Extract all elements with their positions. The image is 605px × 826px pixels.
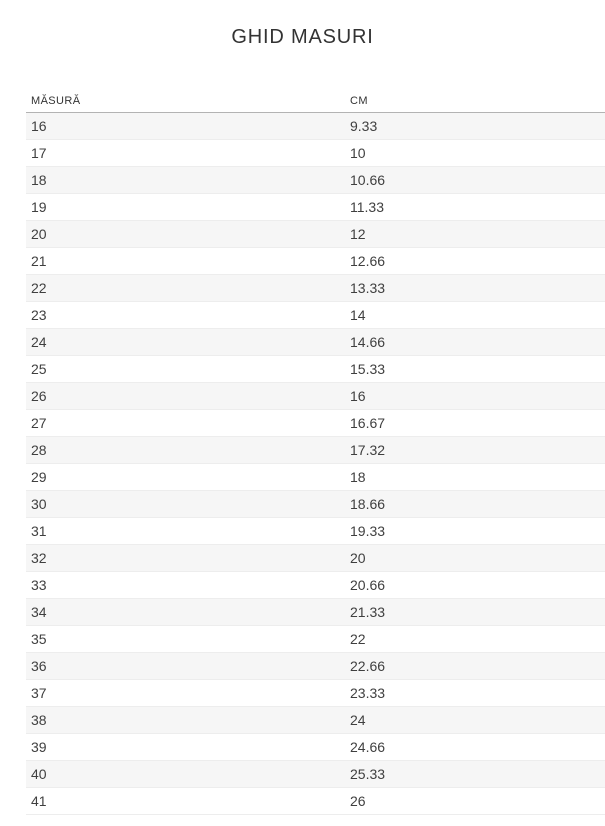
size-cell: 36	[26, 652, 345, 680]
size-guide-table: MĂSURĂ CM 16 9.33 17 10 18 10.66 19 11.3…	[26, 88, 605, 815]
page-title: GHID MASURI	[231, 26, 374, 48]
size-cell: 41	[26, 787, 345, 815]
size-cell: 20	[26, 220, 345, 248]
size-cell: 18	[26, 166, 345, 194]
size-cell: 34	[26, 598, 345, 626]
table-row: 29 18	[26, 463, 605, 491]
table-row: 39 24.66	[26, 733, 605, 761]
table-row: 17 10	[26, 139, 605, 167]
size-cell: 38	[26, 706, 345, 734]
cm-cell: 10.66	[345, 166, 605, 194]
cm-cell: 18	[345, 463, 605, 491]
cm-cell: 18.66	[345, 490, 605, 518]
cm-cell: 20	[345, 544, 605, 572]
cm-cell: 16.67	[345, 409, 605, 437]
size-cell: 29	[26, 463, 345, 491]
size-cell: 40	[26, 760, 345, 788]
table-row: 16 9.33	[26, 112, 605, 140]
cm-cell: 25.33	[345, 760, 605, 788]
cm-cell: 13.33	[345, 274, 605, 302]
size-guide-table-body: 16 9.33 17 10 18 10.66 19 11.33 20 12	[26, 112, 605, 815]
size-cell: 33	[26, 571, 345, 599]
size-cell: 24	[26, 328, 345, 356]
table-row: 24 14.66	[26, 328, 605, 356]
size-cell: 17	[26, 139, 345, 167]
table-row: 37 23.33	[26, 679, 605, 707]
cm-cell: 11.33	[345, 193, 605, 221]
table-row: 20 12	[26, 220, 605, 248]
table-row: 31 19.33	[26, 517, 605, 545]
cm-cell: 14.66	[345, 328, 605, 356]
size-cell: 22	[26, 274, 345, 302]
cm-cell: 24	[345, 706, 605, 734]
table-row: 23 14	[26, 301, 605, 329]
cm-cell: 22	[345, 625, 605, 653]
cm-cell: 23.33	[345, 679, 605, 707]
size-cell: 21	[26, 247, 345, 275]
cm-cell: 10	[345, 139, 605, 167]
table-row: 27 16.67	[26, 409, 605, 437]
table-row: 28 17.32	[26, 436, 605, 464]
cm-cell: 9.33	[345, 112, 605, 140]
column-header-size: MĂSURĂ	[26, 88, 345, 113]
table-row: 18 10.66	[26, 166, 605, 194]
table-row: 38 24	[26, 706, 605, 734]
size-cell: 35	[26, 625, 345, 653]
table-row: 40 25.33	[26, 760, 605, 788]
table-row: 34 21.33	[26, 598, 605, 626]
table-row: 25 15.33	[26, 355, 605, 383]
table-row: 30 18.66	[26, 490, 605, 518]
table-row: 33 20.66	[26, 571, 605, 599]
cm-cell: 24.66	[345, 733, 605, 761]
cm-cell: 16	[345, 382, 605, 410]
table-row: 41 26	[26, 787, 605, 815]
size-cell: 27	[26, 409, 345, 437]
size-cell: 16	[26, 112, 345, 140]
cm-cell: 22.66	[345, 652, 605, 680]
column-header-cm: CM	[345, 88, 605, 113]
table-row: 32 20	[26, 544, 605, 572]
size-cell: 19	[26, 193, 345, 221]
size-cell: 31	[26, 517, 345, 545]
cm-cell: 17.32	[345, 436, 605, 464]
cm-cell: 12.66	[345, 247, 605, 275]
size-cell: 37	[26, 679, 345, 707]
cm-cell: 12	[345, 220, 605, 248]
size-cell: 28	[26, 436, 345, 464]
table-row: 21 12.66	[26, 247, 605, 275]
table-row: 26 16	[26, 382, 605, 410]
table-row: 35 22	[26, 625, 605, 653]
size-cell: 25	[26, 355, 345, 383]
size-guide-table-header: MĂSURĂ CM	[26, 88, 605, 113]
table-row: 36 22.66	[26, 652, 605, 680]
size-cell: 23	[26, 301, 345, 329]
cm-cell: 26	[345, 787, 605, 815]
cm-cell: 20.66	[345, 571, 605, 599]
size-cell: 30	[26, 490, 345, 518]
size-cell: 32	[26, 544, 345, 572]
cm-cell: 21.33	[345, 598, 605, 626]
table-row: 22 13.33	[26, 274, 605, 302]
table-row: 19 11.33	[26, 193, 605, 221]
size-cell: 39	[26, 733, 345, 761]
cm-cell: 19.33	[345, 517, 605, 545]
size-cell: 26	[26, 382, 345, 410]
header-row: MĂSURĂ CM	[26, 88, 605, 113]
cm-cell: 15.33	[345, 355, 605, 383]
cm-cell: 14	[345, 301, 605, 329]
